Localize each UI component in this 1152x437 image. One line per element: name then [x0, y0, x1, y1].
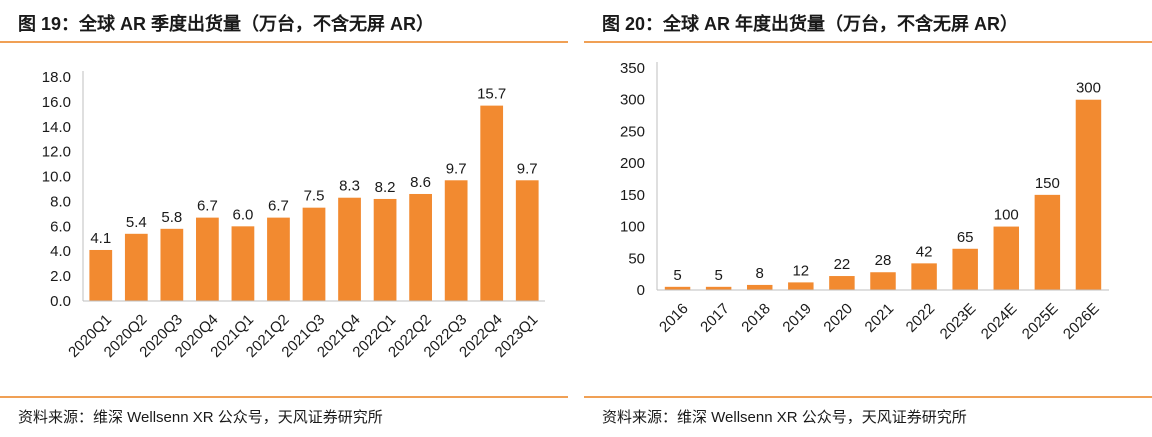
- y-tick-label: 8.0: [50, 193, 71, 210]
- x-tick-label: 2017: [697, 300, 733, 336]
- bar: [911, 263, 937, 290]
- x-tick-label: 2024E: [978, 300, 1021, 343]
- data-label: 5.4: [126, 214, 147, 231]
- y-tick-label: 10.0: [42, 169, 71, 186]
- data-label: 15.7: [477, 86, 506, 103]
- bar: [160, 228, 184, 301]
- bar: [373, 198, 397, 301]
- bar: [409, 193, 432, 301]
- figure-title: 图 19：全球 AR 季度出货量（万台，不含无屏 AR）: [18, 14, 435, 34]
- annual-bar-chart: 0 50 100 150 200 250 300 350 5 2016 5 2017 8 2018 12 20…: [620, 60, 1109, 343]
- data-label: 8.3: [339, 178, 360, 195]
- figure-title: 图 20：全球 AR 年度出货量（万台，不含无屏 AR）: [602, 14, 1019, 34]
- bar: [1034, 194, 1061, 290]
- bar: [338, 197, 361, 301]
- source-note: 资料来源：维深 Wellsenn XR 公众号，天风证券研究所: [18, 409, 383, 426]
- y-tick-label: 16.0: [42, 94, 71, 111]
- x-tick-label: 2025E: [1019, 300, 1062, 343]
- data-label: 6.7: [197, 198, 218, 215]
- data-label: 12: [792, 262, 809, 279]
- data-label: 300: [1076, 80, 1101, 97]
- y-tick-label: 150: [620, 187, 645, 204]
- chart-panel-quarterly: 图 19：全球 AR 季度出货量（万台，不含无屏 AR） 0.0 2.0 4.0 6.…: [0, 0, 568, 437]
- x-tick-label: 2022: [903, 300, 939, 336]
- chart-panel-annual: 图 20：全球 AR 年度出货量（万台，不含无屏 AR） 0 50 100 150 20…: [584, 0, 1152, 437]
- data-label: 65: [957, 229, 974, 246]
- source-divider: [584, 396, 1152, 398]
- data-label: 6.0: [232, 206, 253, 223]
- data-label: 100: [994, 207, 1019, 224]
- data-label: 7.5: [304, 188, 325, 205]
- bar: [746, 284, 773, 290]
- bar: [829, 276, 855, 290]
- bar: [302, 207, 326, 301]
- y-tick-label: 250: [620, 123, 645, 140]
- y-tick-label: 18.0: [42, 69, 71, 86]
- x-tick-label: 2023E: [937, 300, 980, 343]
- bar: [480, 105, 504, 301]
- y-tick-label: 0.0: [50, 293, 71, 310]
- x-tick-label: 2018: [738, 300, 774, 336]
- y-tick-label: 2.0: [50, 268, 71, 285]
- bar: [664, 286, 691, 290]
- y-tick-label: 0: [637, 282, 645, 299]
- bar: [870, 272, 896, 290]
- y-tick-label: 14.0: [42, 119, 71, 136]
- title-divider: [584, 41, 1152, 43]
- title-divider: [0, 41, 568, 43]
- bar: [267, 217, 290, 301]
- bar: [788, 282, 814, 290]
- quarterly-bar-chart: 0.02.04.06.08.010.012.014.016.018.04.120…: [42, 69, 545, 361]
- data-label: 150: [1035, 175, 1060, 192]
- bar: [231, 226, 255, 301]
- y-tick-label: 300: [620, 92, 645, 109]
- data-label: 8: [756, 265, 764, 282]
- source-divider: [0, 396, 568, 398]
- bar: [89, 249, 113, 301]
- bar: [952, 248, 978, 290]
- data-label: 5.8: [161, 209, 182, 226]
- data-label: 5: [673, 267, 681, 284]
- x-tick-label: 2026E: [1060, 300, 1103, 343]
- bar: [1075, 99, 1102, 290]
- data-label: 9.7: [446, 160, 467, 177]
- bar: [444, 180, 468, 301]
- y-tick-label: 350: [620, 60, 645, 77]
- data-label: 22: [834, 256, 851, 273]
- data-label: 5: [714, 267, 722, 284]
- bar: [705, 286, 732, 290]
- source-note: 资料来源：维深 Wellsenn XR 公众号，天风证券研究所: [602, 409, 967, 426]
- data-label: 28: [875, 252, 892, 269]
- y-tick-label: 200: [620, 155, 645, 172]
- data-label: 8.6: [410, 174, 431, 191]
- bar: [515, 180, 539, 301]
- x-tick-label: 2016: [656, 300, 692, 336]
- y-tick-label: 4.0: [50, 243, 71, 260]
- data-label: 42: [916, 243, 933, 260]
- y-tick-label: 6.0: [50, 218, 71, 235]
- x-tick-label: 2020: [820, 300, 856, 336]
- data-label: 4.1: [90, 230, 111, 247]
- y-tick-label: 12.0: [42, 144, 71, 161]
- y-tick-label: 100: [620, 219, 645, 236]
- data-label: 6.7: [268, 198, 289, 215]
- x-tick-label: 2021: [862, 300, 898, 336]
- bar: [196, 217, 219, 301]
- data-label: 9.7: [517, 160, 538, 177]
- bar: [124, 233, 148, 301]
- y-tick-label: 50: [628, 250, 645, 267]
- bar: [993, 226, 1020, 290]
- x-tick-label: 2019: [779, 300, 815, 336]
- data-label: 8.2: [375, 179, 396, 196]
